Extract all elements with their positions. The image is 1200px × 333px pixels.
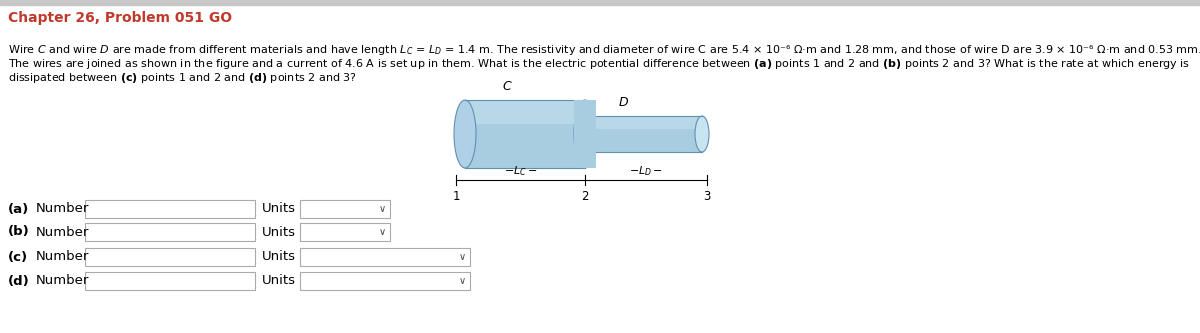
Text: ∨: ∨ [378,227,385,237]
Text: Number: Number [36,250,89,263]
Text: Wire $C$ and wire $D$ are made from different materials and have length $L_C$ = : Wire $C$ and wire $D$ are made from diff… [8,43,1200,57]
Bar [466,100,586,124]
Text: Units: Units [262,250,296,263]
Text: $C$: $C$ [502,80,512,93]
Text: Units: Units [262,225,296,238]
Text: $D$: $D$ [618,96,630,109]
FancyBboxPatch shape [85,223,256,241]
FancyBboxPatch shape [85,272,256,290]
Bar [582,116,702,129]
Ellipse shape [454,100,476,168]
FancyBboxPatch shape [85,248,256,266]
Text: 2: 2 [581,190,589,203]
Bar [0,0,1200,5]
Text: ∨: ∨ [378,204,385,214]
FancyBboxPatch shape [300,248,470,266]
Text: ∨: ∨ [458,252,466,262]
FancyBboxPatch shape [85,200,256,218]
Text: Units: Units [262,274,296,287]
FancyBboxPatch shape [300,223,390,241]
Ellipse shape [695,116,709,152]
Text: (d): (d) [8,274,30,287]
Text: Units: Units [262,202,296,215]
Text: Chapter 26, Problem 051 GO: Chapter 26, Problem 051 GO [8,11,232,25]
Text: dissipated between $\mathbf{(c)}$ points 1 and 2 and $\mathbf{(d)}$ points 2 and: dissipated between $\mathbf{(c)}$ points… [8,71,356,85]
Ellipse shape [575,116,589,152]
Bar [574,100,596,168]
FancyBboxPatch shape [300,200,390,218]
Text: Number: Number [36,274,89,287]
Bar [582,116,702,152]
FancyBboxPatch shape [300,272,470,290]
Ellipse shape [574,100,596,168]
Text: $-L_C-$: $-L_C-$ [504,164,538,178]
Text: Number: Number [36,202,89,215]
Text: 3: 3 [703,190,710,203]
Text: 1: 1 [452,190,460,203]
Text: Number: Number [36,225,89,238]
Text: (b): (b) [8,225,30,238]
Text: The wires are joined as shown in the figure and a current of 4.6 A is set up in : The wires are joined as shown in the fig… [8,57,1190,71]
Text: ∨: ∨ [458,276,466,286]
Text: (c): (c) [8,250,28,263]
Bar [466,100,586,168]
Text: $-L_D-$: $-L_D-$ [629,164,664,178]
Text: (a): (a) [8,202,29,215]
